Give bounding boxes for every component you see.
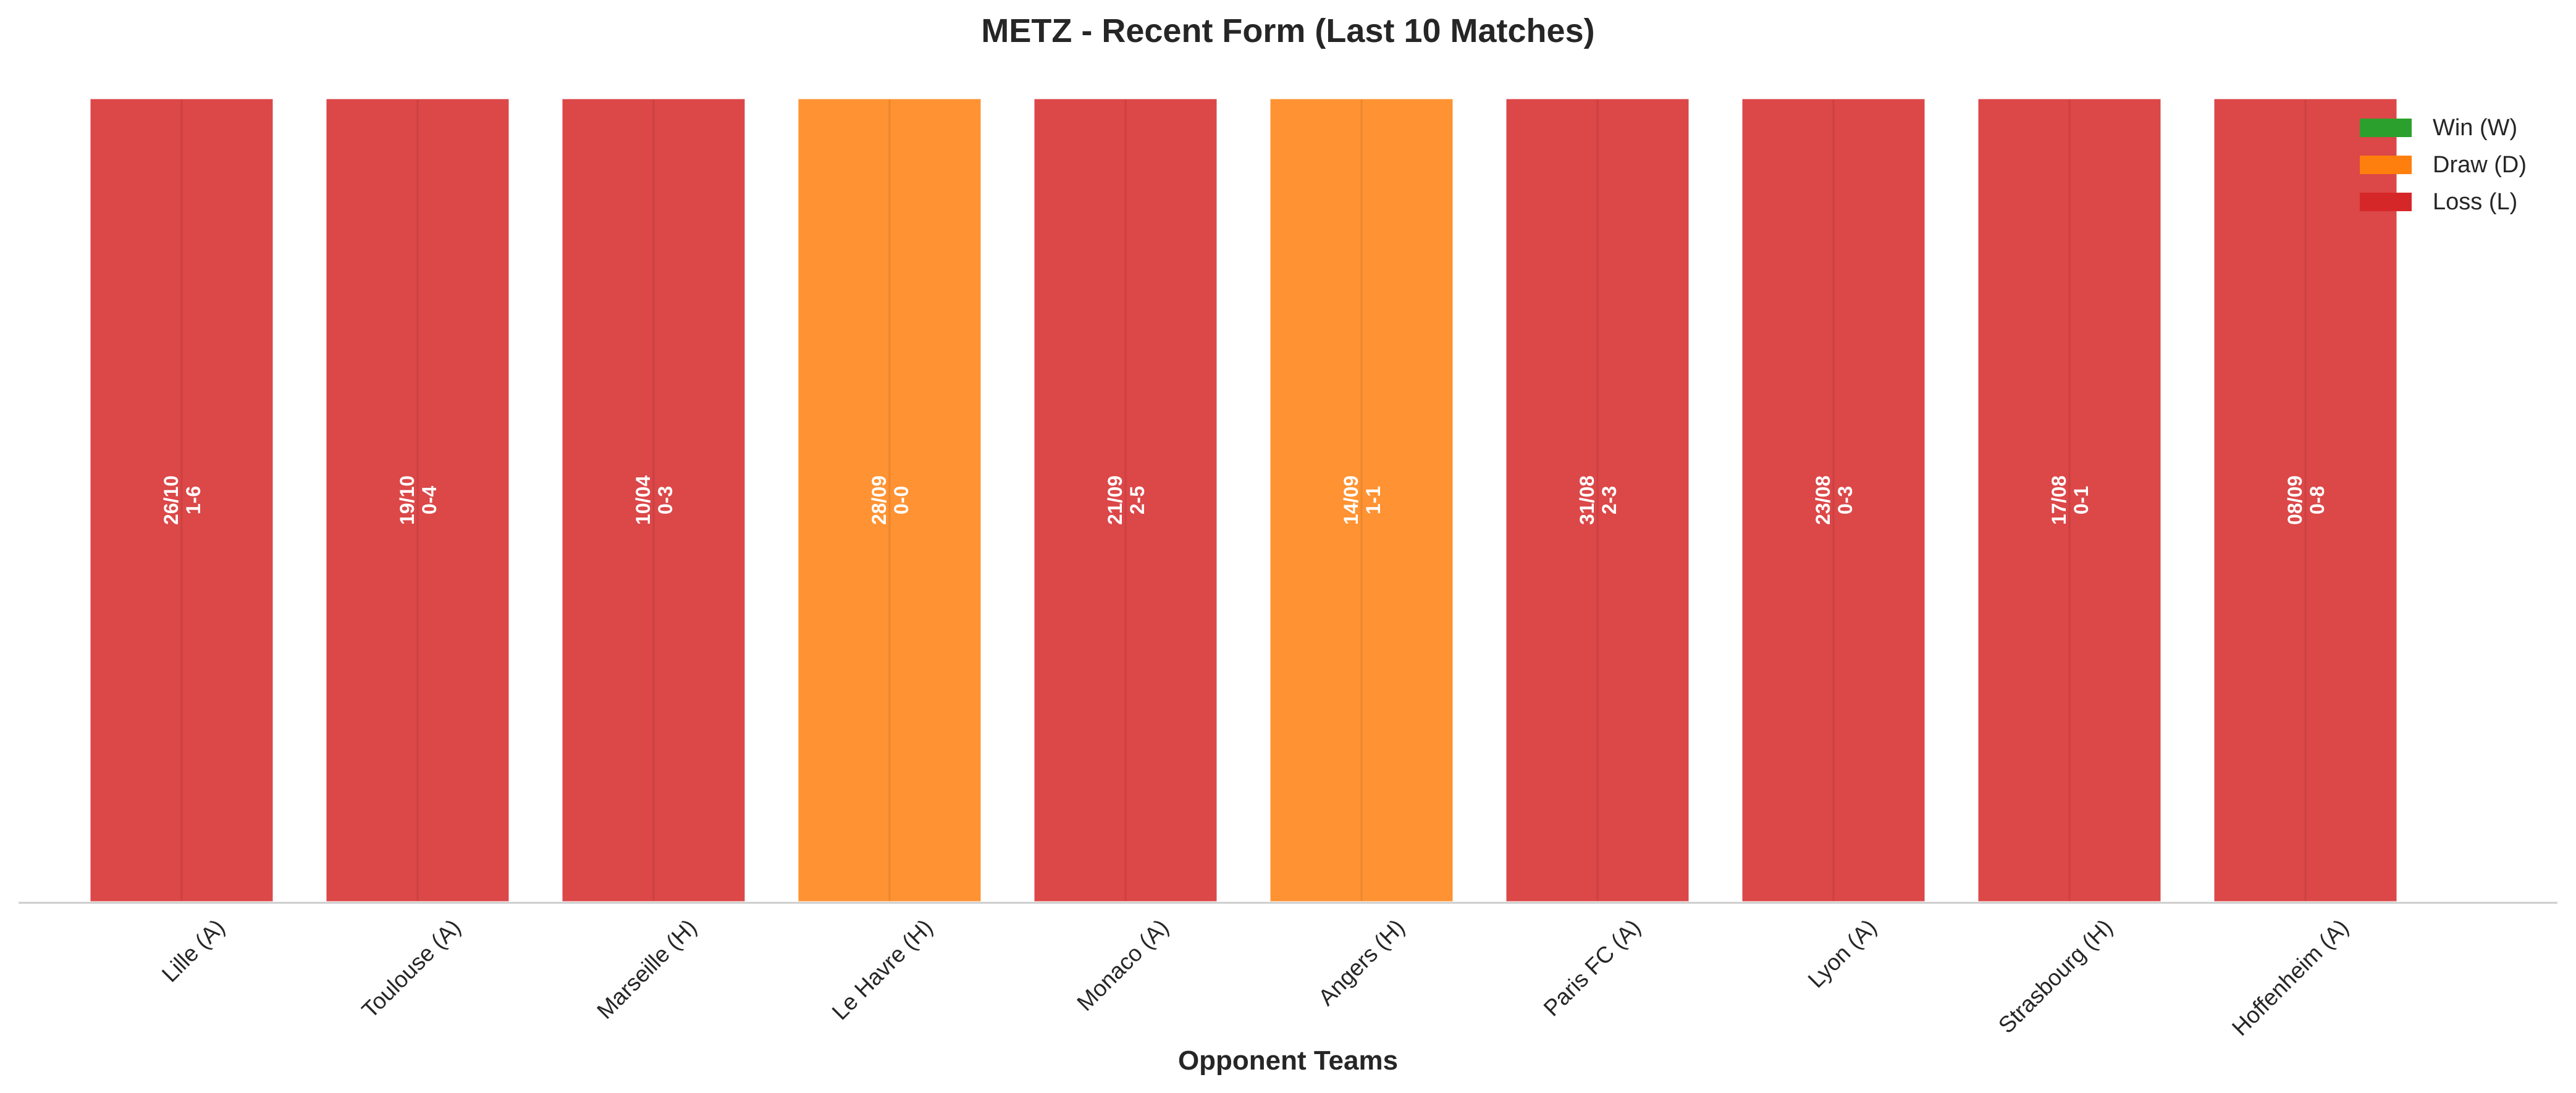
x-tick-label: Monaco (A) bbox=[1072, 915, 1173, 1016]
legend-swatch-d bbox=[2360, 156, 2412, 174]
bar-data-label: 17/080-1 bbox=[2048, 475, 2092, 525]
bar-l bbox=[1031, 96, 1220, 905]
chart-title: METZ - Recent Form (Last 10 Matches) bbox=[981, 12, 1594, 49]
bar-l bbox=[2211, 96, 2400, 905]
bar-data-label: 23/080-3 bbox=[1812, 475, 1856, 525]
bar-data-label: 31/082-3 bbox=[1576, 475, 1620, 525]
bar-data-label: 19/100-4 bbox=[396, 475, 440, 525]
x-axis-label: Opponent Teams bbox=[1178, 1045, 1398, 1076]
x-tick-label: Paris FC (A) bbox=[1539, 915, 1646, 1021]
bar-data-label: 28/090-0 bbox=[868, 475, 912, 525]
legend-label-w: Win (W) bbox=[2433, 115, 2517, 141]
x-tick-label: Toulouse (A) bbox=[357, 915, 466, 1023]
bar-d bbox=[795, 96, 984, 905]
x-tick-label: Strasbourg (H) bbox=[1993, 915, 2118, 1039]
bar-l bbox=[559, 96, 748, 905]
bar-data-label: 10/040-3 bbox=[632, 475, 676, 525]
legend: Win (W) Draw (D) Loss (L) bbox=[2360, 115, 2527, 215]
x-tick-label: Lille (A) bbox=[157, 915, 230, 987]
legend-label-l: Loss (L) bbox=[2433, 189, 2517, 215]
bar-data-label: 08/090-8 bbox=[2284, 475, 2328, 525]
x-tick-label: Marseille (H) bbox=[592, 915, 701, 1024]
legend-swatch-w bbox=[2360, 119, 2412, 137]
bar-data-label: 21/092-5 bbox=[1104, 475, 1148, 525]
bars-layer: 26/101-6 19/100-4 10/040-3 28/090-0 21/092-5… bbox=[87, 96, 2400, 905]
x-tick-label: Angers (H) bbox=[1313, 915, 1409, 1010]
legend-label-d: Draw (D) bbox=[2433, 152, 2527, 178]
bar-data-label: 14/091-1 bbox=[1340, 475, 1384, 525]
bar-d bbox=[1267, 96, 1456, 905]
bar-data-label: 26/101-6 bbox=[160, 475, 204, 525]
legend-swatch-l bbox=[2360, 193, 2412, 211]
bar-l bbox=[87, 96, 276, 905]
x-tick-label: Lyon (A) bbox=[1803, 915, 1882, 993]
x-tick-label: Hoffenheim (A) bbox=[2227, 915, 2353, 1041]
bar-l bbox=[323, 96, 512, 905]
x-tick-labels: Lille (A) Toulouse (A) Marseille (H) Le Hav… bbox=[157, 915, 2354, 1041]
bar-l bbox=[1503, 96, 1692, 905]
x-tick-label: Le Havre (H) bbox=[827, 915, 938, 1025]
